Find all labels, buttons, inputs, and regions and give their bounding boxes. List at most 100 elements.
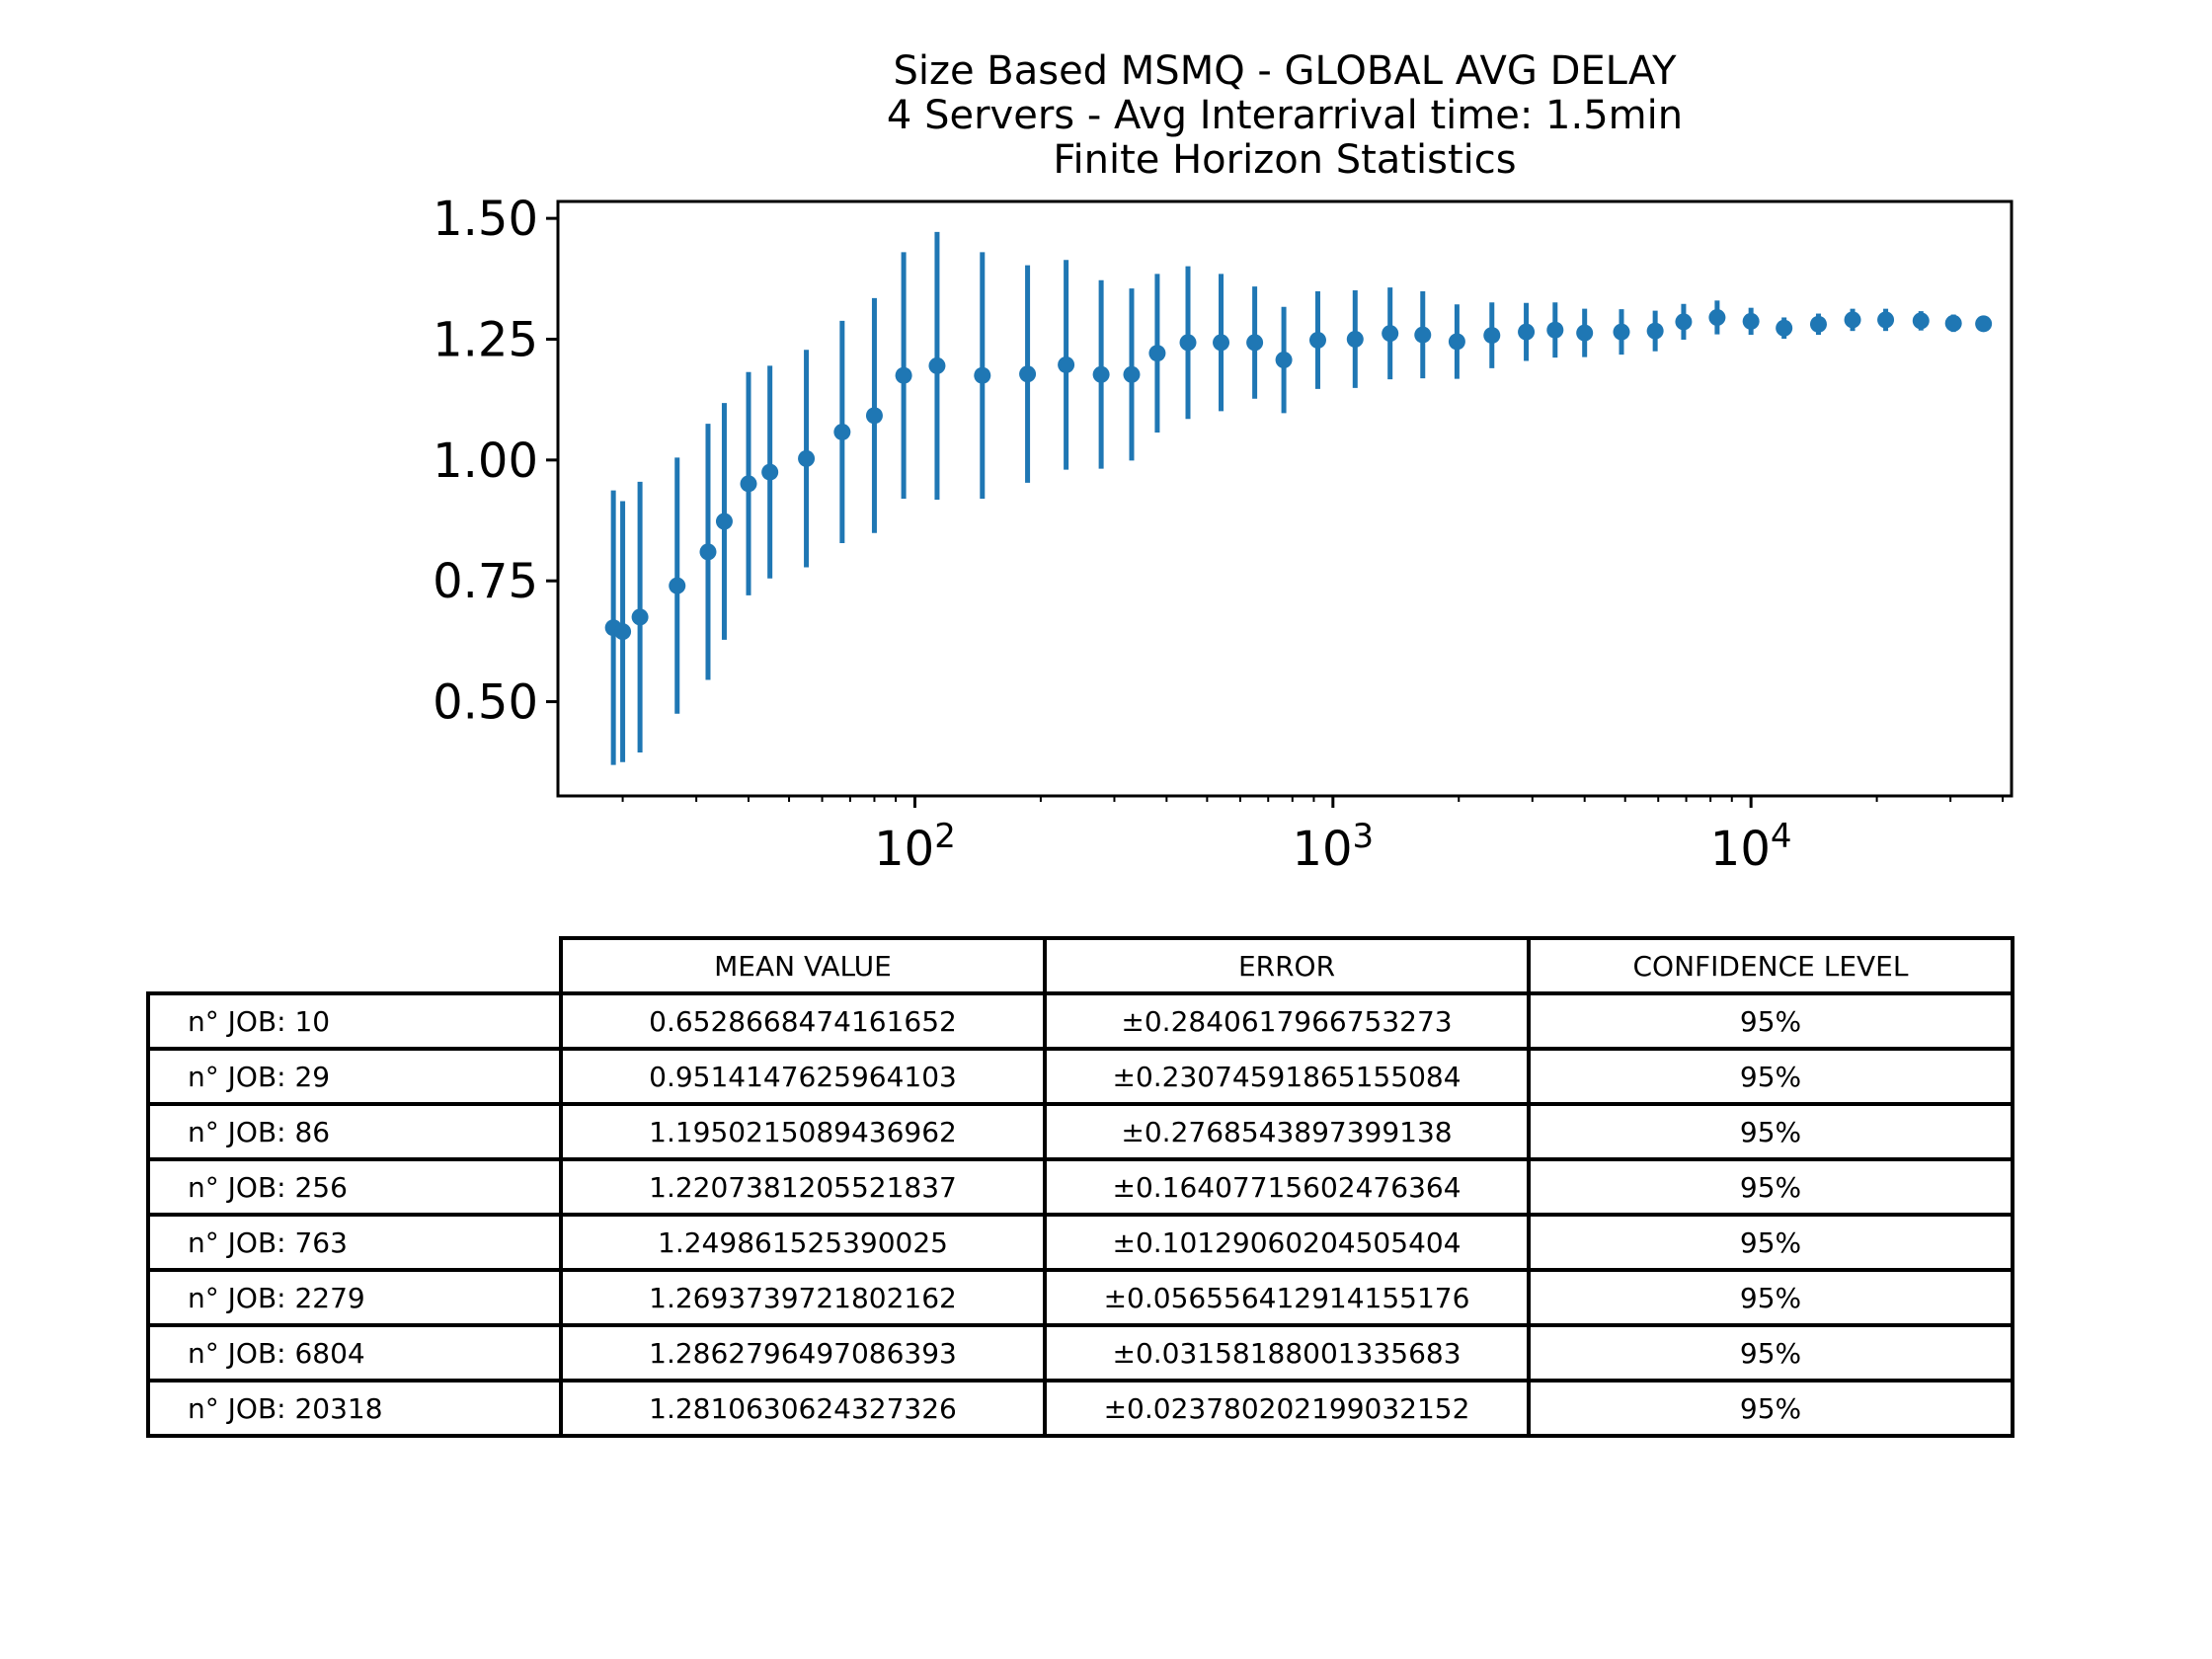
error-cell: ±0.10129060204505404 — [1043, 1213, 1531, 1272]
y-tick-label: 0.75 — [433, 554, 538, 609]
data-point — [1675, 313, 1693, 331]
x-tick-base: 10 — [1292, 822, 1352, 877]
y-axis: 0.50 0.75 1.00 1.25 1.50 — [433, 192, 558, 731]
error-cell: ±0.03158188001335683 — [1043, 1323, 1531, 1382]
confidence-cell: 95% — [1527, 1268, 2014, 1327]
error-cell: ±0.23074591865155084 — [1043, 1047, 1531, 1106]
table-row: n° JOB: 763 1.249861525390025 ±0.101290602… — [146, 1213, 2014, 1272]
header-confidence-level: CONFIDENCE LEVEL — [1527, 936, 2014, 995]
error-cell: ±0.2768543897399138 — [1043, 1102, 1531, 1161]
data-point — [1058, 356, 1075, 373]
error-cell: ±0.023780202199032152 — [1043, 1379, 1531, 1438]
data-point — [1414, 326, 1432, 344]
x-tick-exponent: 3 — [1353, 817, 1375, 856]
data-point — [1742, 312, 1760, 330]
row-label: n° JOB: 86 — [146, 1102, 563, 1161]
data-points — [604, 308, 1993, 641]
data-point — [1148, 345, 1166, 362]
data-point — [798, 449, 816, 467]
data-point — [1975, 315, 1993, 333]
table-row: n° JOB: 6804 1.2862796497086393 ±0.0315818… — [146, 1323, 2014, 1382]
row-label: n° JOB: 20318 — [146, 1379, 563, 1438]
y-tick-label: 1.50 — [433, 192, 538, 247]
data-point — [1576, 324, 1594, 342]
row-label: n° JOB: 6804 — [146, 1323, 563, 1382]
data-point — [699, 543, 717, 561]
x-tick-exponent: 2 — [934, 817, 956, 856]
data-point — [1275, 352, 1293, 369]
y-tick-label: 0.50 — [433, 675, 538, 731]
mean-value-cell: 1.2693739721802162 — [559, 1268, 1047, 1327]
plot-frame — [556, 199, 2014, 798]
data-point — [715, 513, 733, 530]
x-tick-base: 10 — [1710, 822, 1771, 877]
header-mean-value: MEAN VALUE — [559, 936, 1047, 995]
mean-value-cell: 1.1950215089436962 — [559, 1102, 1047, 1161]
data-point — [928, 356, 946, 374]
data-point — [1123, 365, 1141, 383]
data-point — [631, 608, 649, 626]
row-label: n° JOB: 2279 — [146, 1268, 563, 1327]
data-point — [1448, 333, 1465, 351]
confidence-cell: 95% — [1527, 1102, 2014, 1161]
data-point — [1019, 365, 1037, 383]
data-point — [1346, 330, 1364, 348]
data-point — [833, 423, 851, 440]
data-point — [1308, 331, 1326, 349]
row-label: n° JOB: 10 — [146, 991, 563, 1051]
x-tick-label: 104 — [1710, 817, 1792, 877]
confidence-cell: 95% — [1527, 1323, 2014, 1382]
x-axis: 102 103 104 — [621, 796, 2005, 877]
confidence-cell: 95% — [1527, 1213, 2014, 1272]
data-point — [614, 623, 632, 641]
x-tick-label: 102 — [874, 817, 956, 877]
mean-value-cell: 0.9514147625964103 — [559, 1047, 1047, 1106]
chart-title-line: Size Based MSMQ - GLOBAL AVG DELAY — [893, 48, 1677, 94]
table-body: n° JOB: 10 0.6528668474161652 ±0.284061796… — [146, 991, 2014, 1438]
data-point — [1912, 312, 1930, 330]
table-row: n° JOB: 256 1.2207381205521837 ±0.16407715… — [146, 1157, 2014, 1217]
error-cell: ±0.16407715602476364 — [1043, 1157, 1531, 1217]
confidence-cell: 95% — [1527, 991, 2014, 1051]
data-point — [1518, 323, 1536, 341]
data-point — [1546, 321, 1564, 339]
mean-value-cell: 1.2862796497086393 — [559, 1323, 1047, 1382]
error-cell: ±0.2840617966753273 — [1043, 991, 1531, 1051]
chart-title-line: 4 Servers - Avg Interarrival time: 1.5mi… — [887, 93, 1683, 138]
x-tick-label: 103 — [1292, 817, 1374, 877]
data-point — [1877, 311, 1895, 329]
data-point — [1213, 334, 1230, 352]
confidence-cell: 95% — [1527, 1379, 2014, 1438]
statistics-table: MEAN VALUE ERROR CONFIDENCE LEVEL n° JOB… — [146, 936, 2014, 1438]
data-point — [761, 463, 779, 481]
data-point — [1246, 334, 1264, 352]
x-tick-base: 10 — [874, 822, 934, 877]
table-row: n° JOB: 29 0.9514147625964103 ±0.230745918… — [146, 1047, 2014, 1106]
data-point — [1613, 323, 1630, 341]
error-bars — [610, 231, 1987, 765]
mean-value-cell: 0.6528668474161652 — [559, 991, 1047, 1051]
data-point — [1092, 365, 1110, 383]
data-point — [1809, 315, 1827, 333]
table-row: n° JOB: 86 1.1950215089436962 ±0.276854389… — [146, 1102, 2014, 1161]
table-row: n° JOB: 10 0.6528668474161652 ±0.284061796… — [146, 991, 2014, 1051]
data-point — [1944, 314, 1962, 332]
chart-title-line: Finite Horizon Statistics — [1053, 137, 1516, 183]
x-tick-exponent: 4 — [1771, 817, 1792, 856]
error-cell: ±0.056556412914155176 — [1043, 1268, 1531, 1327]
data-point — [1776, 319, 1793, 337]
y-tick-label: 1.25 — [433, 312, 538, 367]
data-point — [669, 577, 686, 594]
data-point — [895, 366, 912, 384]
table-row: n° JOB: 2279 1.2693739721802162 ±0.0565564… — [146, 1268, 2014, 1327]
mean-value-cell: 1.249861525390025 — [559, 1213, 1047, 1272]
mean-value-cell: 1.2207381205521837 — [559, 1157, 1047, 1217]
data-point — [1708, 308, 1726, 326]
header-error: ERROR — [1043, 936, 1531, 995]
table-header-row: MEAN VALUE ERROR CONFIDENCE LEVEL — [148, 936, 2014, 995]
confidence-cell: 95% — [1527, 1047, 2014, 1106]
data-point — [740, 475, 757, 493]
row-label: n° JOB: 763 — [146, 1213, 563, 1272]
